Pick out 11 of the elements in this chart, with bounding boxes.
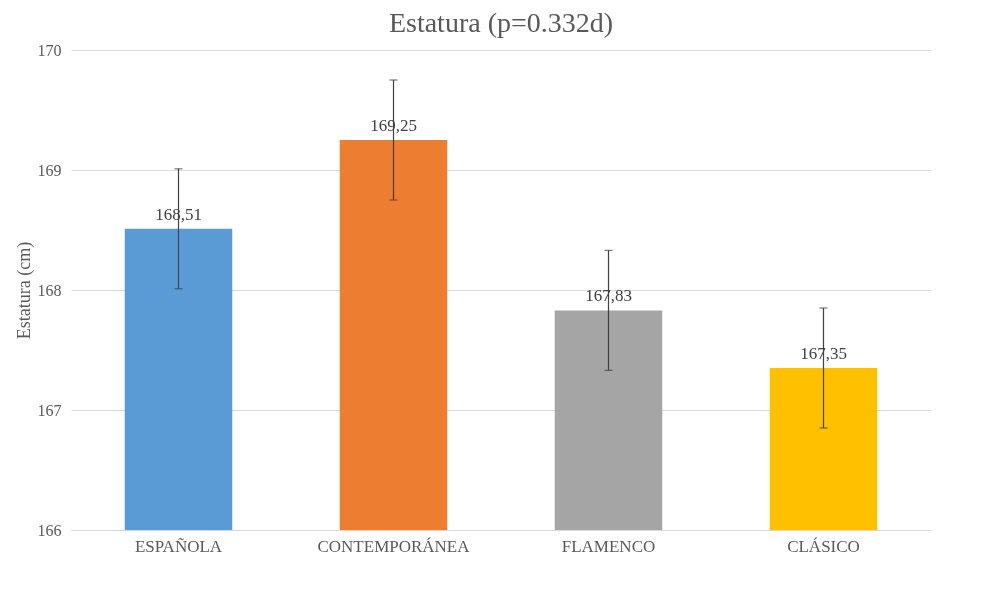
y-tick-label: 166 (37, 521, 62, 539)
x-tick-label: CLÁSICO (787, 536, 860, 556)
x-tick-label: FLAMENCO (561, 536, 656, 556)
y-axis-title: Estatura (cm) (13, 241, 35, 340)
y-tick-label: 168 (37, 281, 62, 299)
y-tick-label: 167 (37, 401, 62, 419)
x-tick-label: CONTEMPORÁNEA (317, 536, 471, 556)
chart-title: Estatura (p=0.332d) (388, 7, 614, 38)
y-tick-label: 170 (37, 41, 62, 59)
x-tick-label: ESPAÑOLA (134, 536, 223, 556)
y-tick-label: 169 (37, 161, 62, 179)
